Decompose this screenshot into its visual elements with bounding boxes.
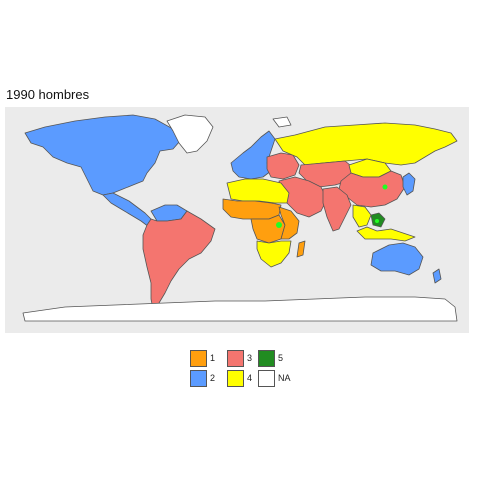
- region-madagascar: [296, 240, 306, 258]
- legend-key-3: [227, 350, 244, 367]
- legend-label-1: 1: [210, 353, 216, 363]
- region-southeast-asia: [352, 204, 372, 228]
- region-southern-africa: [256, 240, 292, 268]
- region-indonesia: [356, 226, 416, 242]
- world-choropleth-map: [22, 114, 458, 322]
- region-svalbard-arctic: [272, 116, 292, 128]
- region-east-africa: [278, 206, 300, 240]
- region-north-america: [24, 114, 181, 196]
- legend-key-5: [258, 350, 275, 367]
- region-japan-korea: [402, 172, 416, 196]
- region-central-africa: [250, 214, 286, 244]
- region-new-zealand: [432, 268, 442, 284]
- highlight-marker-east-africa: [276, 222, 282, 228]
- region-australia: [370, 242, 424, 276]
- legend-key-2: [190, 370, 207, 387]
- region-eastern-europe: [266, 152, 300, 180]
- legend-key-na: [258, 370, 275, 387]
- legend-key-4: [227, 370, 244, 387]
- region-antarctica: [22, 296, 458, 322]
- highlight-marker-southeast-asia: [375, 219, 379, 223]
- region-greenland: [166, 114, 214, 154]
- region-north-africa: [226, 178, 290, 204]
- legend-label-5: 5: [278, 353, 284, 363]
- highlight-marker-east-asia: [382, 184, 388, 190]
- region-russia: [274, 122, 458, 166]
- legend-label-4: 4: [247, 373, 253, 383]
- map-legend: 1 2 3 4 5 NA: [190, 350, 310, 390]
- legend-label-na: NA: [278, 373, 291, 383]
- map-title: 1990 hombres: [6, 87, 90, 102]
- legend-label-3: 3: [247, 353, 253, 363]
- region-india: [322, 186, 352, 232]
- legend-label-2: 2: [210, 373, 216, 383]
- region-south-america: [142, 210, 216, 310]
- legend-key-1: [190, 350, 207, 367]
- region-mexico-central-america: [102, 192, 156, 228]
